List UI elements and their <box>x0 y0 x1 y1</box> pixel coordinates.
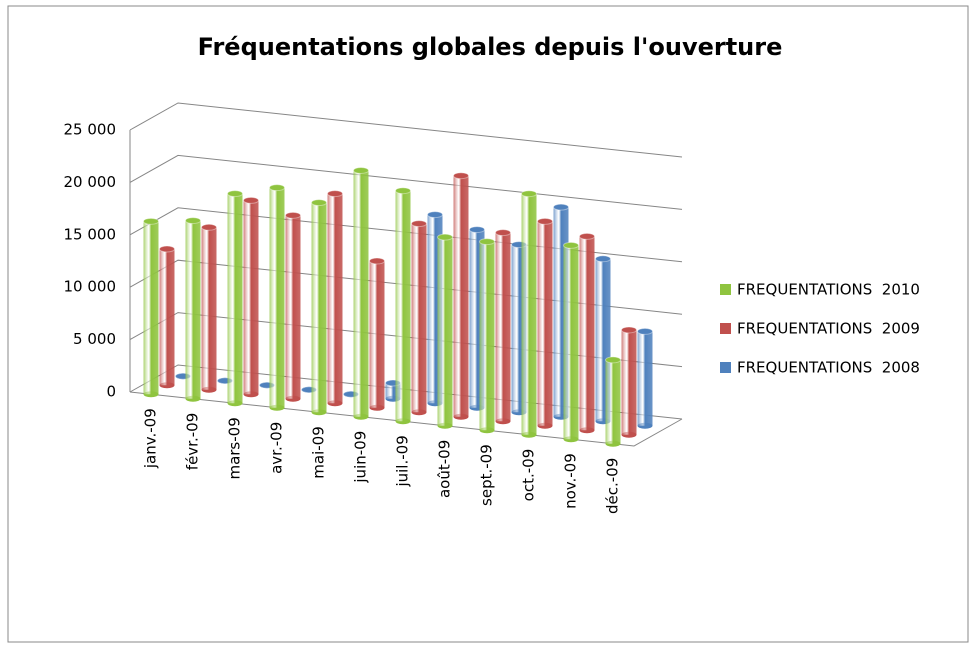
bar <box>353 170 369 417</box>
x-tick-label: juil.-09 <box>394 435 412 487</box>
bar-cap <box>285 211 301 219</box>
bar <box>227 193 243 404</box>
bar-cap <box>595 255 611 263</box>
bar <box>185 220 201 399</box>
bar-cap <box>159 245 175 253</box>
x-tick-label: nov.-09 <box>562 453 580 509</box>
bar-cap <box>553 203 569 211</box>
bar-cap <box>537 217 553 225</box>
bar-cap <box>469 226 485 234</box>
floor <box>129 391 683 447</box>
y-tick-label: 15 000 <box>64 225 117 243</box>
bar-cap <box>327 190 343 198</box>
y-tick-label: 25 000 <box>64 121 117 139</box>
bar <box>143 221 159 395</box>
bar-cap <box>479 238 495 246</box>
bar-cap <box>243 196 259 204</box>
y-tick-label: 0 <box>106 383 116 401</box>
bar <box>327 193 343 404</box>
bar <box>579 236 595 431</box>
bar-cap <box>621 326 637 334</box>
x-tick-label: août-09 <box>436 440 454 498</box>
bar-cap <box>637 327 653 335</box>
bar-cap <box>521 190 537 198</box>
x-tick-label: mars-09 <box>226 417 244 479</box>
x-tick-label: juin-09 <box>352 431 370 484</box>
bar-cap <box>369 257 385 265</box>
grid-line <box>129 154 683 210</box>
bar <box>495 232 511 422</box>
bar <box>201 227 217 390</box>
legend-label: FREQUENTATIONS 2009 <box>737 320 920 338</box>
y-tick-label: 20 000 <box>64 173 117 191</box>
bar-cap <box>227 190 243 198</box>
bar-cap <box>185 217 201 225</box>
bar-cap <box>579 232 595 240</box>
bar <box>453 175 469 417</box>
bar <box>369 261 385 408</box>
bar <box>395 190 411 422</box>
bar <box>521 193 537 435</box>
bar <box>537 221 553 426</box>
bar <box>285 215 301 399</box>
bar-cap <box>353 166 369 174</box>
y-tick-label: 10 000 <box>64 278 117 296</box>
bar <box>605 359 621 444</box>
legend-label: FREQUENTATIONS 2008 <box>737 359 920 377</box>
x-tick-label: févr.-09 <box>184 413 202 470</box>
bar <box>243 200 259 395</box>
bar <box>479 241 495 431</box>
bar <box>621 329 637 435</box>
bar-cap <box>269 184 285 192</box>
bar <box>637 331 653 426</box>
legend-swatch <box>720 323 731 334</box>
legend-label: FREQUENTATIONS 2010 <box>737 281 920 299</box>
y-tick-label: 5 000 <box>73 330 116 348</box>
bar-cap <box>563 241 579 249</box>
chart-title: Fréquentations globales depuis l'ouvertu… <box>198 33 783 61</box>
grid-line <box>129 102 683 158</box>
x-tick-label: oct.-09 <box>520 449 538 502</box>
bar-cap <box>143 217 159 225</box>
x-tick-label: janv.-09 <box>142 408 160 469</box>
legend-swatch <box>720 362 731 373</box>
bar <box>437 237 453 426</box>
x-tick-label: avr.-09 <box>268 422 286 474</box>
bar-cap <box>427 211 443 219</box>
bar-cap <box>311 199 327 207</box>
bar-cap <box>495 229 511 237</box>
legend-swatch <box>720 284 731 295</box>
bar-cap <box>437 233 453 241</box>
x-tick-label: mai-09 <box>310 426 328 478</box>
bar-cap <box>605 356 621 364</box>
bar <box>563 245 579 440</box>
bar <box>411 223 427 413</box>
bar <box>269 187 285 408</box>
bar-cap <box>395 187 411 195</box>
bar-cap <box>411 220 427 228</box>
bar <box>311 202 327 413</box>
bar-cap <box>201 223 217 231</box>
x-tick-label: déc.-09 <box>604 458 622 514</box>
bar-cap <box>453 172 469 180</box>
bar <box>159 249 175 386</box>
x-tick-label: sept.-09 <box>478 444 496 506</box>
